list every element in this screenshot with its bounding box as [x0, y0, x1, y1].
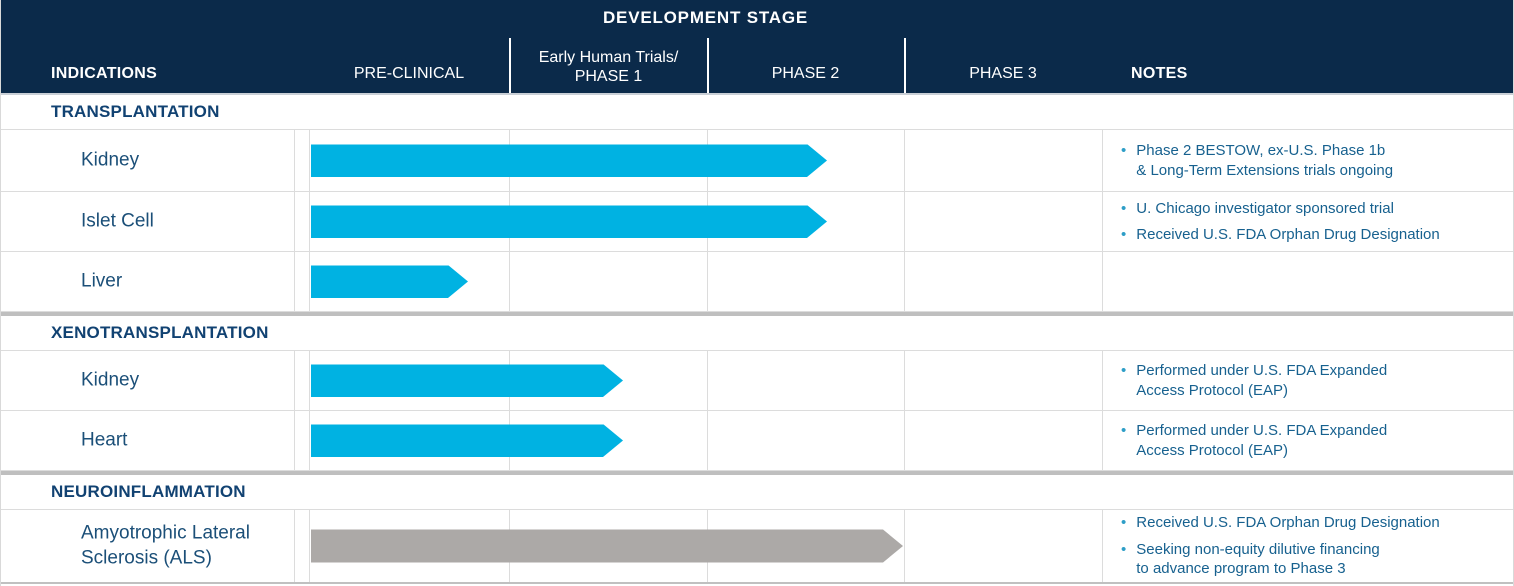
stage-gridline: [1102, 411, 1103, 470]
note-item: • Performed under U.S. FDA Expanded Acces…: [1121, 421, 1513, 460]
bullet-icon: •: [1121, 540, 1127, 558]
note-item: • Seeking non-equity dilutive financing t…: [1121, 540, 1513, 579]
stage-gridline: [904, 411, 905, 470]
progress-arrow: [311, 364, 623, 397]
section-title-row: TRANSPLANTATION: [1, 95, 1513, 130]
stage-gridline: [904, 351, 905, 410]
stage-gridline: [904, 510, 905, 582]
stage-gridline: [294, 510, 295, 582]
indication-label: Kidney: [81, 149, 140, 171]
bullet-icon: •: [1121, 199, 1127, 217]
column-header-phase2: PHASE 2: [771, 65, 840, 82]
note-item: • U. Chicago investigator sponsored trial: [1121, 199, 1513, 219]
section-title: TRANSPLANTATION: [51, 102, 220, 121]
note-item: • Received U.S. FDA Orphan Drug Designati…: [1121, 225, 1513, 245]
note-text: Phase 2 BESTOW, ex-U.S. Phase 1b & Long-…: [1136, 142, 1394, 179]
chart-title: DEVELOPMENT STAGE: [602, 8, 809, 27]
stage-gridline: [707, 351, 708, 410]
stage-gridline: [309, 351, 310, 410]
column-header-phase1: Early Human Trials/ PHASE 1: [538, 48, 679, 85]
indication-label: Heart: [81, 429, 128, 451]
bullet-icon: •: [1121, 142, 1127, 159]
note-text: U. Chicago investigator sponsored trial: [1136, 199, 1394, 217]
notes-cell: • U. Chicago investigator sponsored trial…: [1102, 192, 1513, 251]
notes-cell: • Performed under U.S. FDA Expanded Acces…: [1102, 411, 1513, 470]
pipeline-row: Islet Cell • U. Chicago investigator spons…: [1, 192, 1513, 252]
progress-arrow: [311, 265, 468, 298]
stage-gridline: [309, 252, 310, 311]
stage-gridline: [309, 411, 310, 470]
bullet-icon: •: [1121, 226, 1127, 243]
section-title: XENOTRANSPLANTATION: [51, 323, 269, 342]
column-header-indications: INDICATIONS: [51, 65, 158, 82]
indication-label: Kidney: [81, 369, 140, 391]
stage-gridline: [1102, 192, 1103, 251]
header-divider-1: [509, 38, 511, 93]
stage-gridline: [707, 411, 708, 470]
progress-arrow: [311, 530, 903, 563]
note-item: • Performed under U.S. FDA Expanded Acces…: [1121, 361, 1513, 400]
pipeline-row: Heart • Performed under U.S. FDA Expanded …: [1, 411, 1513, 471]
stage-gridline: [1102, 252, 1103, 311]
notes-cell: • Received U.S. FDA Orphan Drug Designati…: [1102, 510, 1513, 582]
note-text: Performed under U.S. FDA Expanded Access…: [1136, 362, 1388, 399]
bullet-icon: •: [1121, 362, 1127, 379]
column-header-notes: NOTES: [1131, 65, 1188, 82]
stage-gridline: [309, 192, 310, 251]
note-text: Received U.S. FDA Orphan Drug Designatio…: [1136, 226, 1440, 243]
stage-gridline: [294, 192, 295, 251]
header-divider-2: [707, 38, 709, 93]
chart-body: TRANSPLANTATION Kidney • Phase 2 BESTOW, ex…: [1, 93, 1513, 584]
column-header-phase3: PHASE 3: [969, 65, 1037, 82]
stage-gridline: [509, 252, 510, 311]
stage-gridline: [904, 130, 905, 191]
stage-gridline: [1102, 510, 1103, 582]
section-title-row: XENOTRANSPLANTATION: [1, 316, 1513, 351]
pipeline-section: NEUROINFLAMMATION Amyotrophic Lateral Scl…: [1, 471, 1513, 584]
stage-gridline: [904, 252, 905, 311]
pipeline-section: TRANSPLANTATION Kidney • Phase 2 BESTOW, ex…: [1, 95, 1513, 312]
stage-gridline: [309, 510, 310, 582]
indication-label: Liver: [81, 270, 123, 292]
stage-gridline: [294, 130, 295, 191]
note-text: Seeking non-equity dilutive financing to…: [1136, 540, 1380, 578]
header-divider-3: [904, 38, 906, 93]
pipeline-row: Liver: [1, 252, 1513, 312]
indication-label: Amyotrophic Lateral Sclerosis (ALS): [81, 522, 250, 568]
pipeline-section: XENOTRANSPLANTATION Kidney • Performed unde…: [1, 312, 1513, 471]
pipeline-row: Amyotrophic Lateral Sclerosis (ALS) • Rece…: [1, 510, 1513, 584]
section-title-row: NEUROINFLAMMATION: [1, 475, 1513, 510]
bullet-icon: •: [1121, 514, 1127, 532]
pipeline-row: Kidney • Phase 2 BESTOW, ex-U.S. Phase 1b …: [1, 130, 1513, 192]
stage-gridline: [1102, 130, 1103, 191]
notes-cell: • Phase 2 BESTOW, ex-U.S. Phase 1b & Long…: [1102, 130, 1513, 191]
header-band: DEVELOPMENT STAGE INDICATIONS PRE-CLINIC…: [1, 0, 1513, 93]
stage-gridline: [294, 351, 295, 410]
note-item: • Received U.S. FDA Orphan Drug Designati…: [1121, 513, 1513, 533]
pipeline-row: Kidney • Performed under U.S. FDA Expanded…: [1, 351, 1513, 411]
progress-arrow: [311, 144, 827, 177]
stage-gridline: [309, 130, 310, 191]
stage-gridline: [294, 252, 295, 311]
notes-cell: • Performed under U.S. FDA Expanded Acces…: [1102, 351, 1513, 410]
section-title: NEUROINFLAMMATION: [51, 482, 246, 501]
bullet-icon: •: [1121, 422, 1127, 439]
stage-gridline: [904, 192, 905, 251]
column-header-preclinical: PRE-CLINICAL: [353, 65, 465, 82]
stage-gridline: [707, 252, 708, 311]
stage-gridline: [294, 411, 295, 470]
indication-label: Islet Cell: [81, 210, 154, 232]
progress-arrow: [311, 424, 623, 457]
note-text: Performed under U.S. FDA Expanded Access…: [1136, 422, 1388, 459]
progress-arrow: [311, 205, 827, 238]
stage-gridline: [1102, 351, 1103, 410]
note-item: • Phase 2 BESTOW, ex-U.S. Phase 1b & Long…: [1121, 141, 1513, 180]
note-text: Received U.S. FDA Orphan Drug Designatio…: [1136, 514, 1440, 532]
